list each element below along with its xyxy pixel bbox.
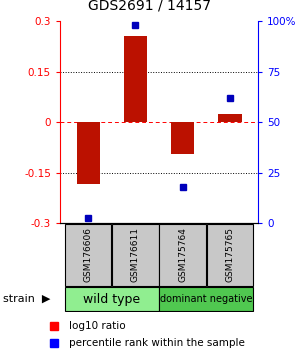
- Text: GSM175765: GSM175765: [225, 227, 234, 282]
- Text: GDS2691 / 14157: GDS2691 / 14157: [88, 0, 212, 12]
- Bar: [218, 114, 242, 122]
- Bar: [112, 224, 158, 286]
- Text: GSM175764: GSM175764: [178, 227, 187, 282]
- Text: log10 ratio: log10 ratio: [69, 321, 126, 331]
- Text: dominant negative: dominant negative: [160, 294, 252, 304]
- Text: wild type: wild type: [83, 293, 140, 306]
- Bar: [171, 122, 194, 154]
- Bar: [207, 224, 253, 286]
- Bar: [160, 287, 253, 311]
- Bar: [160, 224, 206, 286]
- Bar: [124, 36, 147, 122]
- Text: strain  ▶: strain ▶: [3, 294, 50, 304]
- Text: GSM176606: GSM176606: [84, 227, 93, 282]
- Bar: [76, 122, 100, 184]
- Text: GSM176611: GSM176611: [131, 227, 140, 282]
- Text: percentile rank within the sample: percentile rank within the sample: [69, 338, 245, 348]
- Bar: [65, 287, 158, 311]
- Bar: [65, 224, 111, 286]
